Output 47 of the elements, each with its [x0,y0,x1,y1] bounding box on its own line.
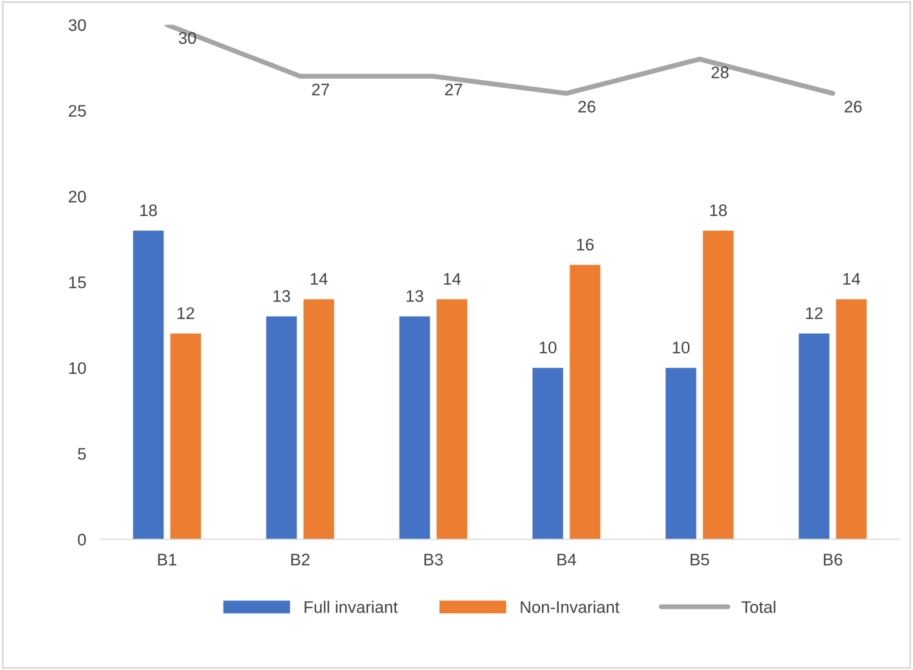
y-tick-label: 20 [68,190,86,203]
bar [303,299,334,540]
bar [798,334,830,540]
x-tick-label: B4 [558,554,576,566]
y-tick-label: 25 [68,104,86,117]
bar [133,230,164,540]
legend-label: Full invariant [304,600,398,613]
y-tick-label: 30 [68,19,86,31]
data-label: 12 [806,307,823,319]
bar [436,299,468,540]
data-label: 13 [406,290,424,302]
y-tick-label: 15 [69,276,86,288]
y-tick-label: 10 [69,362,86,374]
bar [666,368,696,540]
y-tick-label: 5 [78,448,86,460]
bar [702,230,734,540]
bar [532,368,564,540]
x-tick-label: B6 [824,554,842,566]
data-label: 27 [312,84,329,96]
x-tick-label: B3 [424,554,443,566]
data-label: 26 [844,100,862,113]
x-tick-label: B1 [158,554,176,566]
data-label: 13 [274,290,290,302]
data-label: 26 [578,100,596,113]
data-label: 27 [445,84,462,96]
data-label: 14 [444,273,461,285]
data-label: 12 [178,307,194,319]
bar [570,264,600,540]
data-label: 10 [540,342,556,354]
line-series [164,24,836,96]
bar [266,316,297,540]
data-label: 10 [672,342,690,354]
data-label: 28 [712,66,729,78]
legend-label: Non-Invariant [520,600,620,613]
data-label: 18 [710,204,727,216]
bar [836,299,867,540]
data-label: 14 [310,273,328,285]
legend-label: Total [742,600,776,613]
bar [399,316,430,540]
data-label: 14 [843,273,860,285]
data-label: 30 [178,32,196,44]
bar [170,334,201,540]
x-tick-label: B2 [291,554,310,566]
y-tick-label: 0 [78,534,86,546]
data-label: 16 [577,238,594,251]
x-tick-label: B5 [690,554,710,566]
data-label: 18 [140,204,157,216]
